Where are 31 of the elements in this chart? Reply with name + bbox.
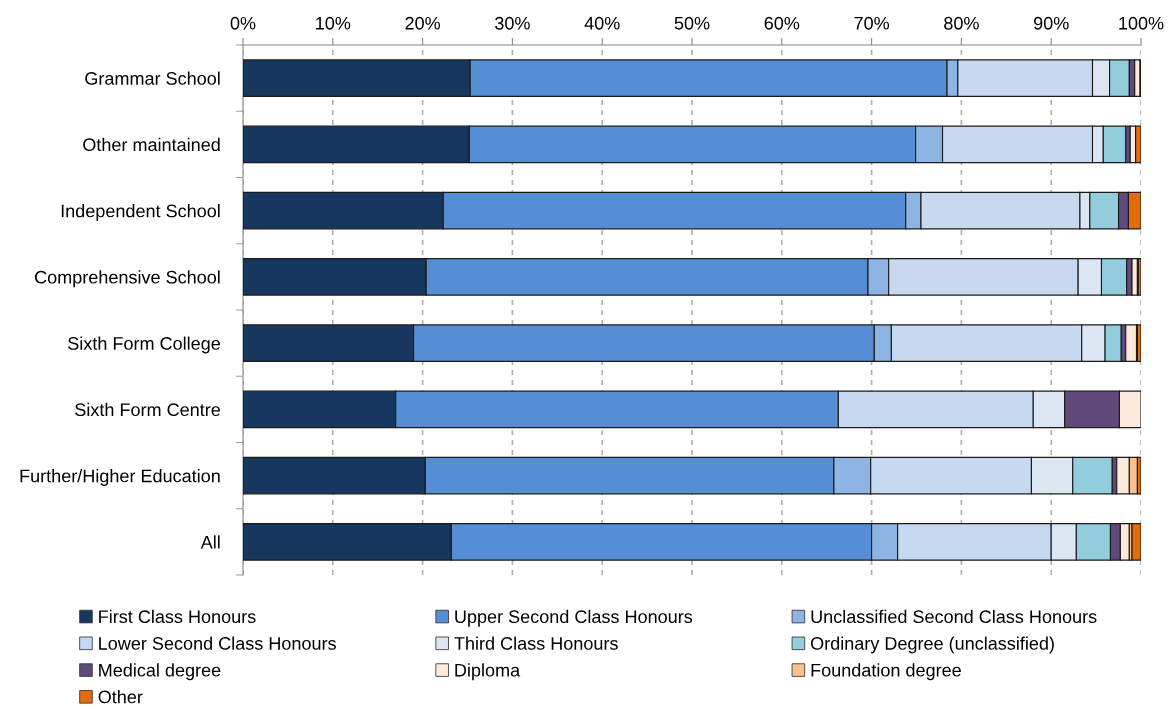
legend-label: Third Class Honours: [454, 636, 618, 650]
legend-label: Diploma: [455, 663, 521, 681]
legend-label: Lower Second Class Honours: [99, 636, 336, 650]
legend-label: Upper Second Class Honours: [455, 609, 693, 627]
y-tick-label: Sixth Form Centre: [75, 402, 220, 417]
y-tick-label: Other maintained: [83, 137, 220, 152]
x-tick-label: 30%: [495, 16, 530, 30]
bar: [1125, 324, 1138, 362]
x-tick-label: 40%: [584, 16, 620, 30]
x-tick-label: 100%: [1119, 16, 1164, 30]
bar: [1131, 523, 1141, 561]
legend-label: Other: [98, 690, 143, 704]
x-tick-label: 20%: [405, 16, 441, 30]
legend-label: Medical degree: [99, 663, 221, 681]
y-tick-label: All: [200, 535, 220, 549]
y-tick-label: Grammar School: [85, 71, 220, 85]
x-tick-label: 50%: [674, 16, 710, 30]
x-tick-label: 70%: [854, 16, 890, 30]
x-tick-label: 0%: [230, 16, 256, 30]
y-tick-label: Further/Higher Education: [20, 469, 220, 486]
legend-label: Foundation degree: [811, 663, 961, 681]
x-tick-label: 10%: [316, 16, 351, 30]
y-tick-label: Comprehensive School: [35, 270, 220, 288]
legend-label: Ordinary Degree (unclassified): [810, 636, 1054, 654]
y-tick-label: Independent School: [61, 204, 220, 221]
x-tick-label: 60%: [764, 16, 800, 30]
legend-label: Unclassified Second Class Honours: [811, 609, 1097, 624]
x-tick-label: 90%: [1033, 16, 1069, 30]
y-tick-label: Sixth Form College: [68, 336, 220, 354]
x-tick-label: 80%: [944, 16, 979, 30]
legend-label: First Class Honours: [99, 609, 256, 624]
